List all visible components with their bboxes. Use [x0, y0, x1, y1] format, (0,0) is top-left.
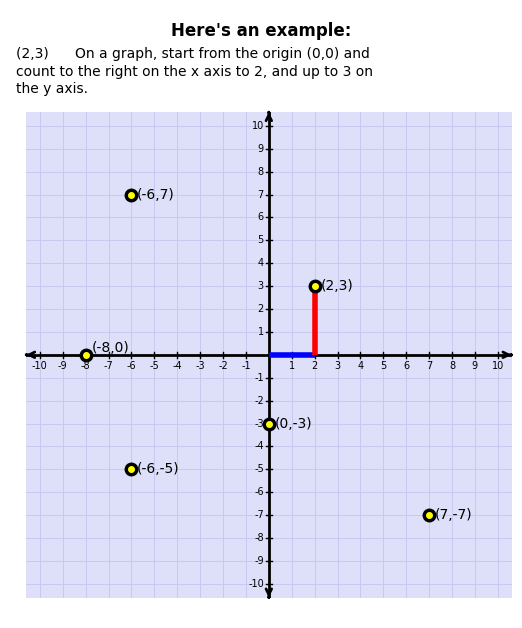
Text: 6: 6 — [403, 361, 409, 371]
Text: -4: -4 — [254, 441, 264, 452]
Text: -9: -9 — [58, 361, 67, 371]
Text: 9: 9 — [258, 144, 264, 154]
Text: 6: 6 — [258, 212, 264, 222]
Text: 10: 10 — [252, 121, 264, 131]
Text: -1: -1 — [241, 361, 251, 371]
Text: 4: 4 — [358, 361, 363, 371]
Text: -8: -8 — [81, 361, 90, 371]
Text: -2: -2 — [218, 361, 228, 371]
Text: -6: -6 — [127, 361, 136, 371]
Text: 2: 2 — [312, 361, 318, 371]
Text: -9: -9 — [254, 556, 264, 566]
Text: -7: -7 — [104, 361, 113, 371]
Text: 3: 3 — [335, 361, 340, 371]
Text: 9: 9 — [472, 361, 478, 371]
Text: -3: -3 — [195, 361, 205, 371]
Text: -5: -5 — [254, 464, 264, 474]
Text: -3: -3 — [254, 418, 264, 428]
Text: 1: 1 — [258, 327, 264, 337]
Text: -1: -1 — [254, 373, 264, 382]
Text: 5: 5 — [257, 236, 264, 246]
Text: -7: -7 — [254, 510, 264, 520]
Text: (0,-3): (0,-3) — [275, 416, 312, 431]
Text: (-6,-5): (-6,-5) — [137, 462, 180, 476]
Text: 8: 8 — [449, 361, 455, 371]
Text: -8: -8 — [254, 533, 264, 543]
Text: 4: 4 — [258, 258, 264, 268]
Text: 2: 2 — [257, 304, 264, 314]
Text: (2,3)      On a graph, start from the origin (0,0) and: (2,3) On a graph, start from the origin … — [16, 47, 370, 61]
Text: (7,-7): (7,-7) — [435, 508, 472, 522]
Text: 7: 7 — [426, 361, 432, 371]
Text: -10: -10 — [248, 579, 264, 589]
Text: count to the right on the x axis to 2, and up to 3 on: count to the right on the x axis to 2, a… — [16, 65, 373, 78]
Text: 3: 3 — [258, 281, 264, 291]
Text: -2: -2 — [254, 396, 264, 406]
Text: (2,3): (2,3) — [321, 279, 353, 293]
Text: the y axis.: the y axis. — [16, 82, 88, 96]
Text: 1: 1 — [289, 361, 295, 371]
Text: (-8,0): (-8,0) — [91, 341, 129, 355]
Text: -6: -6 — [254, 487, 264, 497]
Text: 7: 7 — [257, 190, 264, 200]
Text: (-6,7): (-6,7) — [137, 188, 175, 202]
Text: -5: -5 — [149, 361, 159, 371]
Text: Here's an example:: Here's an example: — [171, 22, 351, 40]
Text: 10: 10 — [492, 361, 504, 371]
Text: 8: 8 — [258, 166, 264, 176]
Text: -10: -10 — [32, 361, 48, 371]
Text: 5: 5 — [380, 361, 386, 371]
Text: -4: -4 — [172, 361, 182, 371]
